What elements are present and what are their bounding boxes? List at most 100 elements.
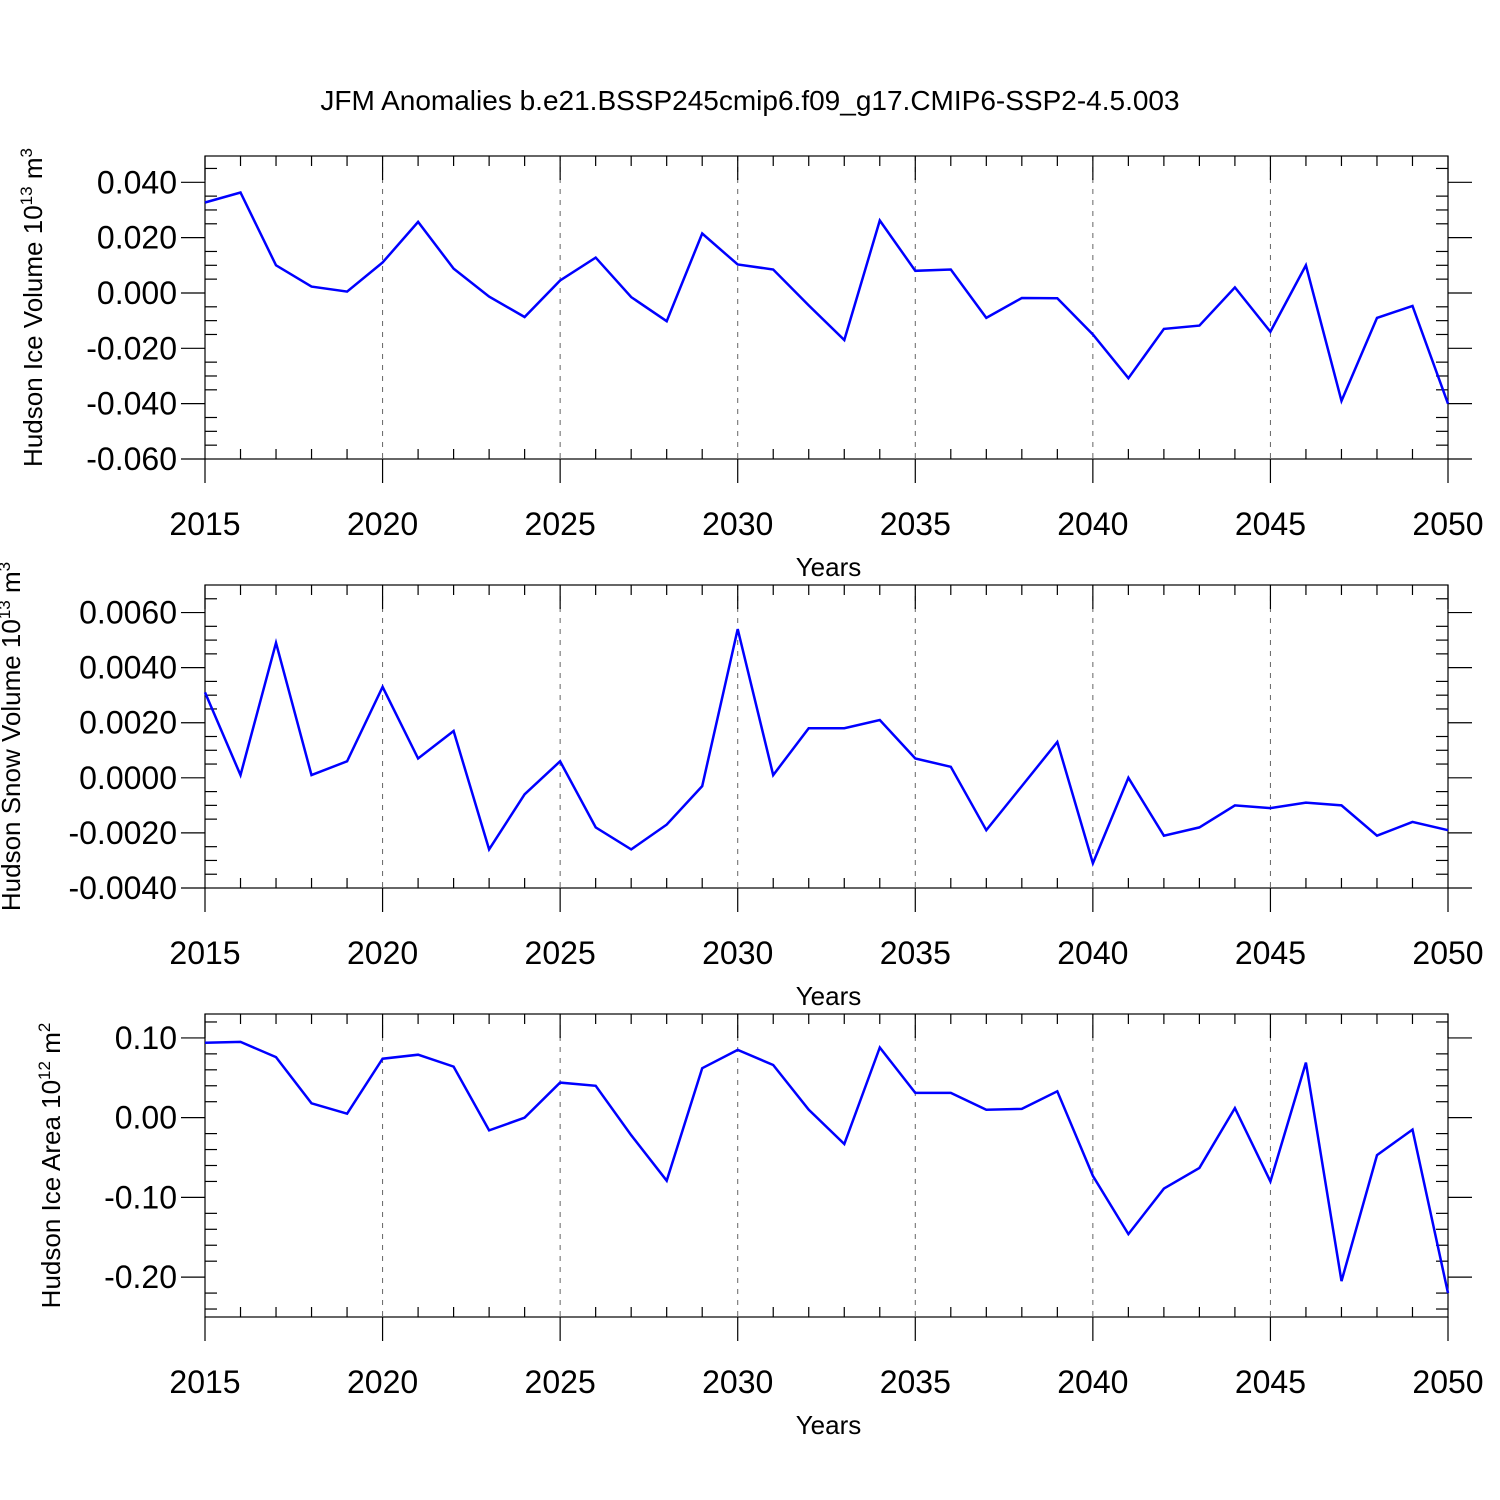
y-axis-title: Hudson Snow Volume 1013 m3 (0, 562, 26, 911)
data-point (807, 1108, 811, 1112)
data-point (1233, 803, 1237, 807)
series-line-hudson-ice-area (204, 1040, 1450, 1294)
y-tick-label: 0.0040 (79, 650, 177, 686)
data-point (629, 1133, 633, 1137)
series-line-hudson-snow-volume (203, 628, 1449, 867)
x-tick-label: 2025 (525, 1364, 596, 1400)
data-point (1055, 1089, 1059, 1093)
x-tick-label: 2030 (702, 506, 773, 542)
data-point (913, 757, 917, 761)
y-tick-label: -0.20 (104, 1259, 177, 1295)
data-point (1233, 1106, 1237, 1110)
x-tick-label: 2030 (702, 1364, 773, 1400)
data-point (984, 828, 988, 832)
data-point (558, 759, 562, 763)
data-point (523, 1116, 527, 1120)
data-point (487, 295, 491, 299)
data-point (1020, 296, 1024, 300)
data-point (629, 295, 633, 299)
data-point (1339, 1279, 1343, 1283)
y-tick-label: 0.0000 (79, 760, 177, 796)
data-point (1091, 1174, 1095, 1178)
data-point (1304, 263, 1308, 267)
data-point (949, 765, 953, 769)
x-tick-label: 2020 (347, 506, 418, 542)
data-point (1446, 1291, 1450, 1295)
data-point (1410, 304, 1414, 308)
x-tick-label: 2050 (1412, 506, 1483, 542)
x-tick-label: 2050 (1412, 1364, 1483, 1400)
y-tick-label: -0.040 (86, 386, 177, 422)
data-point (1126, 776, 1130, 780)
data-point (487, 847, 491, 851)
data-point (1162, 327, 1166, 331)
data-point (1055, 296, 1059, 300)
data-point (665, 823, 669, 827)
data-point (416, 220, 420, 224)
data-point (274, 641, 278, 645)
y-tick-label: 0.020 (97, 220, 177, 256)
x-tick-label: 2045 (1235, 506, 1306, 542)
data-point (345, 759, 349, 763)
data-point (771, 773, 775, 777)
data-point (1375, 1153, 1379, 1157)
y-axis-title: Hudson Ice Area 1012 m2 (35, 1023, 66, 1309)
data-point (807, 303, 811, 307)
data-point (1126, 376, 1130, 380)
data-point (310, 1101, 314, 1105)
data-point (878, 718, 882, 722)
data-point (523, 315, 527, 319)
x-tick-label: 2030 (702, 935, 773, 971)
x-tick-label: 2040 (1057, 935, 1128, 971)
data-point (878, 1045, 882, 1049)
data-point (487, 1128, 491, 1132)
data-point (949, 267, 953, 271)
data-point (1268, 1179, 1272, 1183)
panel-hudson-snow-volume: 2015 2020 2025 2030 2035 2040 2045 2050 0.0060 0.… (0, 562, 1484, 1011)
data-point (274, 263, 278, 267)
data-point (416, 1053, 420, 1057)
data-point (842, 1142, 846, 1146)
data-point (239, 191, 243, 195)
panel-hudson-ice-volume: 2015 2020 2025 2030 2035 2040 2045 2050 0.040 0.0… (17, 148, 1484, 582)
y-tick-label: -0.0020 (68, 815, 177, 851)
data-point (310, 285, 314, 289)
data-point (1375, 316, 1379, 320)
data-point (700, 1066, 704, 1070)
data-point (1020, 1107, 1024, 1111)
data-point (665, 1179, 669, 1183)
data-point (1233, 285, 1237, 289)
x-axis-title: Years (796, 552, 862, 582)
chart-title: JFM Anomalies b.e21.BSSP245cmip6.f09_g17… (320, 85, 1179, 116)
data-point (381, 261, 385, 265)
data-point (629, 847, 633, 851)
x-axis-title: Years (796, 1410, 862, 1440)
y-tick-label: -0.0040 (68, 870, 177, 906)
y-tick-label: 0.000 (97, 275, 177, 311)
data-point (1268, 330, 1272, 334)
x-tick-label: 2040 (1057, 506, 1128, 542)
y-tick-label: 0.00 (115, 1100, 177, 1136)
data-point (878, 218, 882, 222)
data-point (842, 338, 846, 342)
data-point (1091, 861, 1095, 865)
plot-frame (204, 155, 1449, 460)
x-tick-label: 2035 (880, 506, 951, 542)
data-point (203, 690, 207, 694)
x-axis-title: Years (796, 981, 862, 1011)
data-point (203, 200, 207, 204)
x-tick-label: 2025 (525, 935, 596, 971)
data-point (558, 279, 562, 283)
data-point (345, 1112, 349, 1116)
data-point (1375, 834, 1379, 838)
data-point (1091, 332, 1095, 336)
data-point (771, 1063, 775, 1067)
y-tick-label: -0.020 (86, 330, 177, 366)
data-point (807, 726, 811, 730)
data-point (274, 1055, 278, 1059)
data-point (736, 1048, 740, 1052)
data-point (1446, 828, 1450, 832)
data-point (736, 627, 740, 631)
